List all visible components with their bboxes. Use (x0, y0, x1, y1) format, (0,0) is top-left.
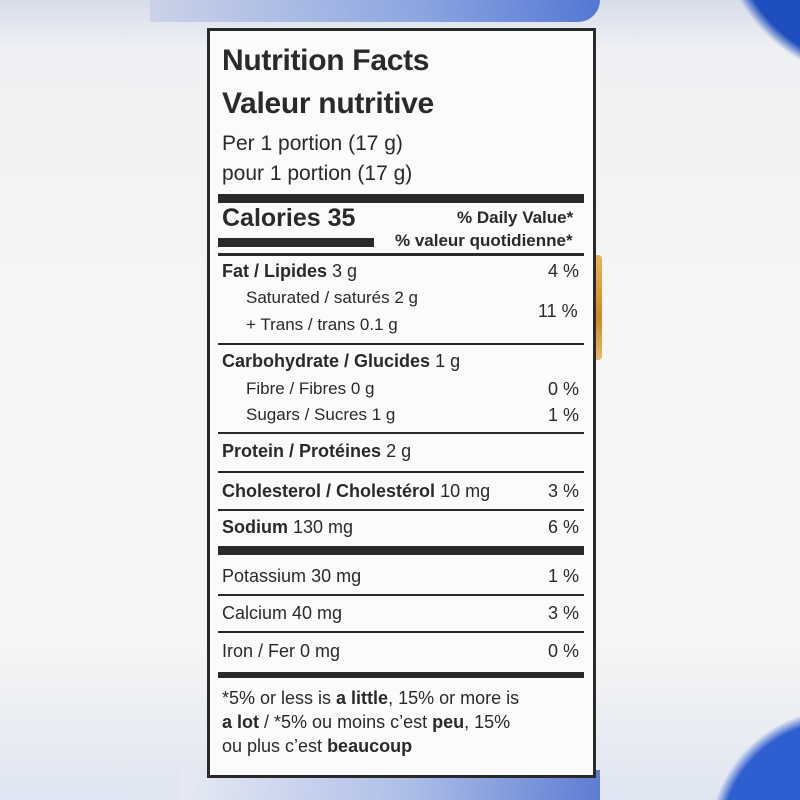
calories-underline (218, 238, 374, 247)
protein-amount: 2 g (386, 441, 412, 461)
calcium-dv: 3 % (548, 603, 580, 623)
carbohydrate-label: Carbohydrate / Glucides (222, 351, 431, 371)
fat-dv: 4 % (548, 261, 580, 281)
potassium-amount: 30 mg (311, 566, 362, 586)
footnote-text-3: / *5% ou moins c’est (259, 712, 433, 732)
footnote-bold-a-lot: a lot (222, 712, 260, 732)
iron-amount: 0 mg (300, 641, 341, 661)
serving-size-fr: pour 1 portion (17 g) (222, 162, 413, 185)
fat-amount: 3 g (332, 261, 358, 281)
potassium-row: Potassium 30 mg (222, 567, 361, 585)
fat-label: Fat / Lipides (222, 261, 328, 281)
fibre-row: Fibre / Fibres 0 g (246, 380, 375, 397)
footnote-bold-beaucoup: beaucoup (327, 736, 413, 756)
protein-row: Protein / Protéines 2 g (222, 442, 411, 460)
potassium-dv: 1 % (548, 566, 580, 586)
saturated-trans-dv: 11 % (538, 301, 578, 321)
thick-rule-middle (218, 546, 584, 555)
cholesterol-amount: 10 mg (440, 481, 491, 501)
iron-label: Iron / Fer (222, 641, 296, 661)
footnote-line-1: *5% or less is a little, 15% or more is (222, 686, 519, 710)
fat-row: Fat / Lipides 3 g (222, 262, 357, 280)
calories-label: Calories 35 (222, 204, 356, 232)
sodium-label: Sodium (222, 517, 288, 537)
footnote-text-4: , 15% (464, 712, 511, 732)
footnote-line-2: a lot / *5% ou moins c’est peu, 15% (222, 710, 519, 734)
trans-label: + Trans / trans (246, 315, 356, 334)
trans-row: + Trans / trans 0.1 g (246, 316, 398, 333)
iron-row: Iron / Fer 0 mg (222, 642, 340, 660)
sugars-dv: 1 % (548, 405, 580, 425)
thick-rule-top (218, 194, 584, 203)
footnote-text-1: *5% or less is (222, 688, 337, 708)
cholesterol-dv: 3 % (548, 481, 580, 501)
sugars-label: Sugars / Sucres (246, 405, 367, 424)
title-fr: Valeur nutritive (222, 87, 434, 120)
serving-size-en: Per 1 portion (17 g) (222, 132, 403, 155)
thick-rule-bottom (218, 672, 584, 678)
rule-protein (218, 471, 584, 473)
footnote: *5% or less is a little, 15% or more is … (222, 686, 519, 758)
fibre-label: Fibre / Fibres (246, 379, 347, 398)
saturated-label: Saturated / saturés (246, 288, 390, 307)
sodium-dv: 6 % (548, 517, 580, 537)
sodium-amount: 130 mg (293, 517, 354, 537)
carbohydrate-amount: 1 g (435, 351, 461, 371)
footnote-text-2: , 15% or more is (388, 688, 520, 708)
saturated-row: Saturated / saturés 2 g (246, 289, 418, 306)
fibre-amount: 0 g (350, 379, 375, 398)
iron-dv: 0 % (548, 641, 580, 661)
package-blue-stripe-top (150, 0, 600, 22)
footnote-bold-a-little: a little (336, 688, 389, 708)
footnote-line-3: ou plus c’est beaucoup (222, 734, 519, 758)
saturated-amount: 2 g (394, 288, 419, 307)
rule-potassium (218, 594, 584, 596)
title-en: Nutrition Facts (222, 44, 430, 77)
footnote-text-5: ou plus c’est (222, 736, 328, 756)
sugars-amount: 1 g (371, 405, 396, 424)
protein-label: Protein / Protéines (222, 441, 382, 461)
fibre-dv: 0 % (548, 379, 580, 399)
nutrition-facts-table (207, 28, 596, 778)
daily-value-header-en: % Daily Value* (457, 208, 574, 227)
calcium-label: Calcium (222, 603, 288, 623)
rule-carbohydrate (218, 432, 584, 434)
trans-amount: 0.1 g (359, 315, 398, 334)
carbohydrate-row: Carbohydrate / Glucides 1 g (222, 352, 460, 370)
daily-value-header-fr: % valeur quotidienne* (395, 231, 573, 250)
calcium-amount: 40 mg (292, 603, 343, 623)
sodium-row: Sodium 130 mg (222, 518, 353, 536)
footnote-bold-peu: peu (432, 712, 465, 732)
rule-cholesterol (218, 509, 584, 511)
rule-fat (218, 343, 584, 345)
cholesterol-row: Cholesterol / Cholestérol 10 mg (222, 482, 490, 500)
rule-calcium (218, 631, 584, 633)
cholesterol-label: Cholesterol / Cholestérol (222, 481, 436, 501)
rule-calories (218, 253, 584, 256)
sugars-row: Sugars / Sucres 1 g (246, 406, 395, 423)
potassium-label: Potassium (222, 566, 307, 586)
calcium-row: Calcium 40 mg (222, 604, 342, 622)
